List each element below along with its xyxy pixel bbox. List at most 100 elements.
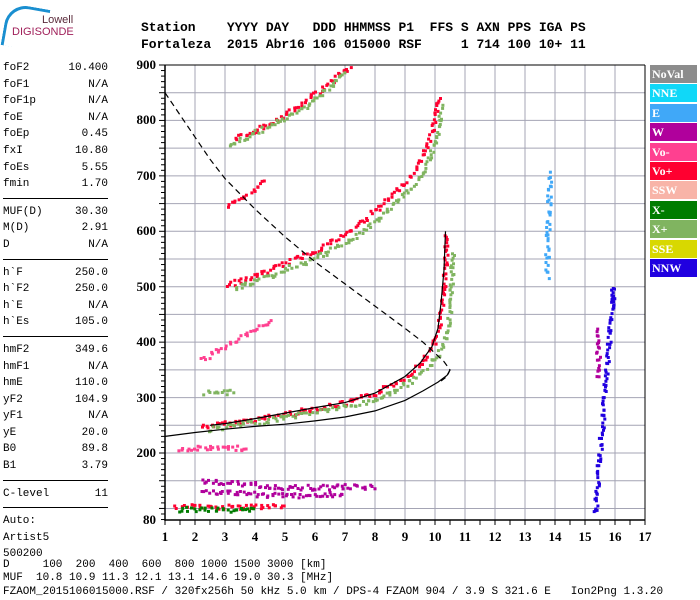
param-name: M(D) (3, 222, 30, 235)
echo-point (282, 504, 286, 508)
echo-point (435, 141, 439, 145)
echo-point (178, 510, 182, 514)
echo-point (597, 375, 601, 379)
echo-point (311, 251, 315, 255)
echo-point (439, 111, 443, 115)
echo-point (260, 125, 264, 129)
fitted-trace-line (209, 231, 447, 426)
echo-point (331, 495, 335, 499)
echo-point (237, 482, 240, 486)
echo-point (296, 487, 300, 490)
echo-point (424, 358, 428, 362)
echo-point (233, 284, 237, 288)
echo-point (300, 257, 304, 260)
echo-point (221, 445, 225, 449)
echo-point (417, 175, 421, 179)
echo-point (446, 244, 450, 248)
echo-point (443, 258, 447, 262)
echo-point (595, 486, 599, 490)
echo-point (201, 423, 205, 427)
echo-point (319, 251, 323, 255)
echo-point (227, 503, 231, 507)
echo-point (400, 193, 404, 197)
x-tick-label: 16 (608, 529, 622, 544)
echo-point (294, 413, 298, 416)
echo-point (365, 228, 369, 232)
echo-point (270, 123, 274, 127)
echo-point (196, 448, 200, 452)
echo-point (337, 406, 341, 410)
echo-point (546, 200, 550, 204)
echo-point (593, 497, 597, 501)
echo-point (610, 300, 614, 304)
echo-point (448, 321, 452, 325)
echo-point (610, 288, 614, 292)
echo-point (611, 307, 615, 311)
param-value: 2.91 (81, 222, 108, 235)
auto-line: Artist5 (3, 531, 50, 544)
echo-point (601, 421, 605, 425)
echo-point (547, 255, 551, 259)
legend-item-ssw: SSW (650, 181, 697, 200)
echo-point (262, 269, 266, 273)
echo-point (438, 354, 442, 358)
echo-point (272, 266, 276, 270)
echo-point (428, 364, 432, 368)
echo-point (378, 391, 381, 395)
echo-point (237, 337, 241, 341)
echo-point (443, 266, 447, 270)
echo-point (435, 334, 438, 338)
echo-point (433, 128, 436, 132)
echo-point (421, 153, 425, 157)
echo-point (446, 329, 450, 333)
echo-point (406, 374, 410, 378)
echo-point (355, 484, 359, 488)
param-value: N/A (88, 111, 108, 124)
echo-point (448, 318, 452, 322)
echo-point (423, 149, 427, 153)
echo-point (395, 199, 398, 203)
echo-point (224, 347, 228, 351)
echo-point (253, 329, 257, 333)
echo-point (246, 419, 250, 423)
echo-point (325, 253, 329, 257)
echo-point (317, 250, 321, 254)
echo-point (349, 66, 353, 70)
echo-point (239, 277, 243, 281)
footer-distance-line: D 100 200 400 600 800 1000 1500 3000 [km… (3, 559, 327, 571)
polarization-legend: NoVal NNE E W Vo- Vo+ SSW X- X+ SSE NNW (650, 65, 697, 278)
echo-point (407, 379, 411, 382)
echo-point (219, 347, 223, 351)
echo-point (290, 493, 293, 496)
echo-point (451, 256, 455, 260)
echo-point (215, 492, 219, 496)
echo-point (333, 405, 337, 409)
echo-point (433, 358, 437, 362)
echo-point (328, 246, 332, 250)
echo-point (595, 508, 599, 512)
param-value: 89.8 (81, 443, 108, 456)
echo-point (605, 377, 609, 381)
echo-point (223, 420, 227, 424)
echo-point (318, 408, 322, 412)
echo-point (369, 209, 373, 213)
echo-point (597, 484, 601, 488)
echo-point (228, 388, 232, 392)
echo-point (317, 487, 321, 491)
echo-point (297, 411, 301, 415)
echo-point (321, 85, 325, 89)
echo-point (346, 486, 350, 490)
echo-point (203, 508, 207, 512)
echo-point (402, 195, 406, 199)
echo-point (390, 192, 394, 196)
echo-point (240, 286, 244, 290)
legend-item-noval: NoVal (650, 65, 697, 83)
echo-point (216, 447, 220, 451)
echo-point (613, 297, 617, 301)
echo-point (190, 506, 193, 510)
auto-line: Auto: (3, 515, 37, 528)
header-values: Fortaleza 2015 Abr16 106 015000 RSF 1 71… (141, 37, 586, 52)
echo-point (238, 490, 242, 493)
echo-point (442, 345, 446, 349)
divider (3, 258, 108, 260)
